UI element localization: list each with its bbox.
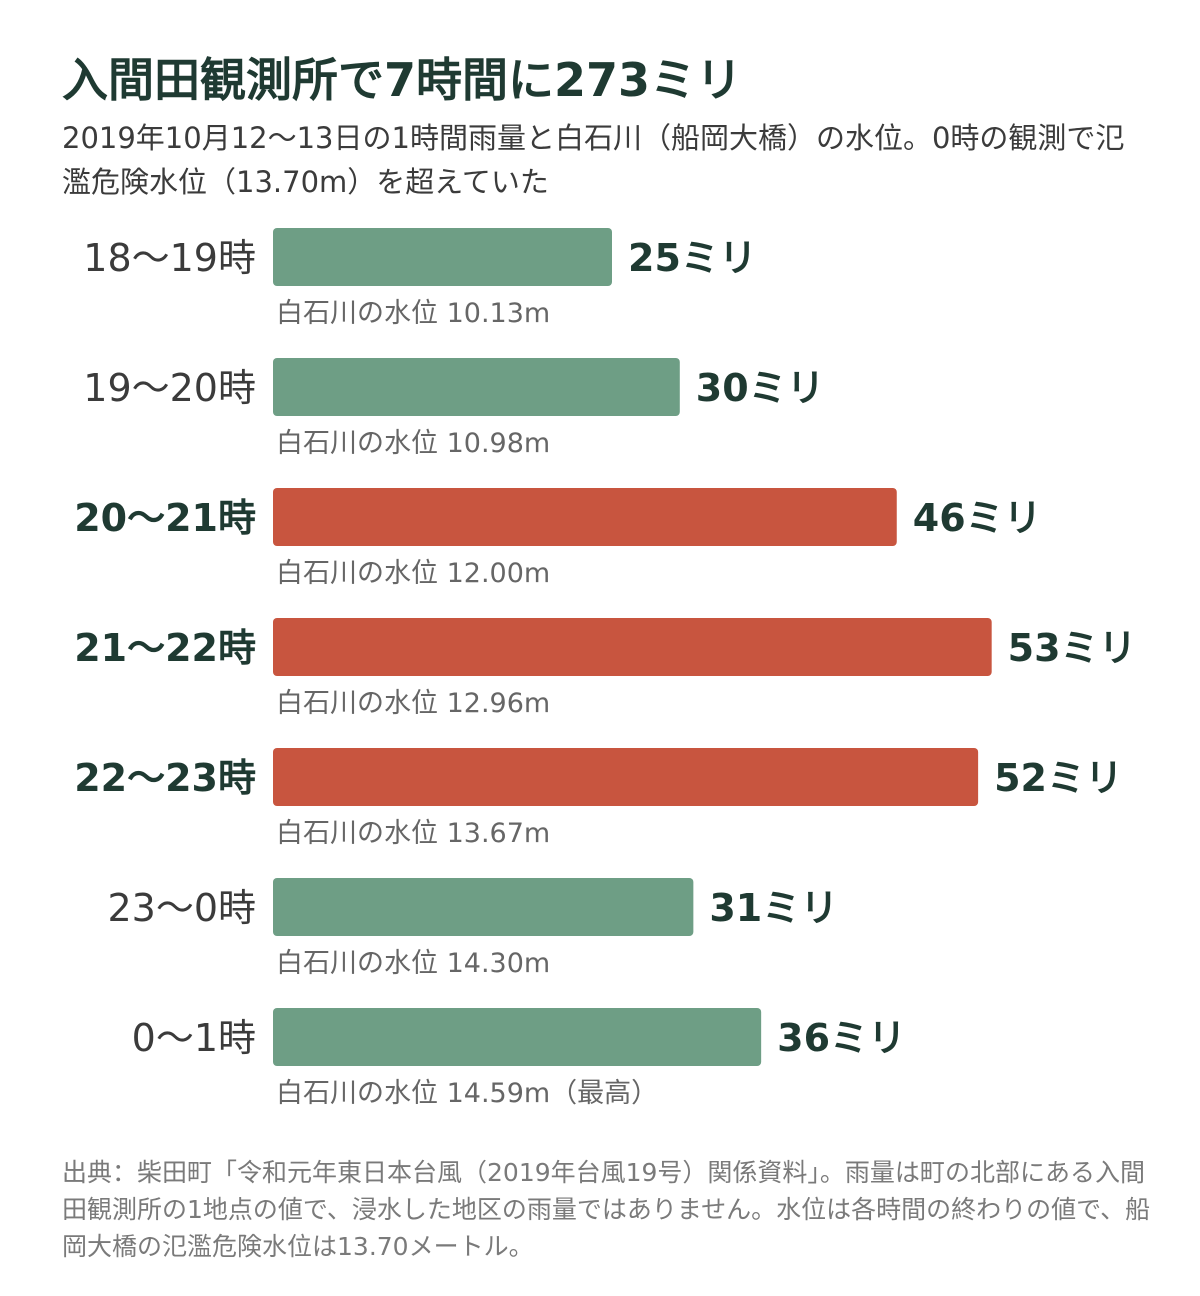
water-level-label: 白石川の水位 14.59m（最高） — [276, 1078, 658, 1109]
water-level-label: 白石川の水位 10.98m — [276, 428, 550, 459]
bar — [273, 878, 694, 936]
category-label: 18〜19時 — [83, 236, 256, 280]
bar — [273, 488, 897, 546]
source-note: 出典：柴田町「令和元年東日本台風（2019年台風19号）関係資料」。雨量は町の北… — [62, 1158, 1151, 1261]
value-label: 52ミリ — [994, 756, 1123, 800]
water-level-label: 白石川の水位 14.30m — [276, 948, 550, 979]
water-level-label: 白石川の水位 10.13m — [276, 298, 550, 329]
water-level-label: 白石川の水位 12.96m — [276, 688, 550, 719]
bar — [273, 358, 680, 416]
value-label: 53ミリ — [1008, 626, 1137, 670]
category-label: 20〜21時 — [74, 496, 256, 540]
bar — [273, 748, 979, 806]
category-label: 21〜22時 — [74, 626, 256, 670]
bar — [273, 618, 992, 676]
category-label: 0〜1時 — [132, 1016, 256, 1060]
value-label: 25ミリ — [628, 236, 757, 280]
category-label: 19〜20時 — [83, 366, 256, 410]
value-label: 31ミリ — [709, 886, 838, 930]
bar — [273, 1008, 762, 1066]
chart-title: 入間田観測所で7時間に273ミリ — [62, 53, 743, 107]
water-level-label: 白石川の水位 12.00m — [276, 558, 550, 589]
category-label: 23〜0時 — [107, 886, 256, 930]
value-label: 46ミリ — [913, 496, 1042, 540]
category-label: 22〜23時 — [74, 756, 256, 800]
value-label: 36ミリ — [777, 1016, 906, 1060]
chart-subtitle: 2019年10月12〜13日の1時間雨量と白石川（船岡大橋）の水位。0時の観測で… — [62, 121, 1125, 199]
value-label: 30ミリ — [696, 366, 825, 410]
water-level-label: 白石川の水位 13.67m — [276, 818, 550, 849]
bar — [273, 228, 612, 286]
